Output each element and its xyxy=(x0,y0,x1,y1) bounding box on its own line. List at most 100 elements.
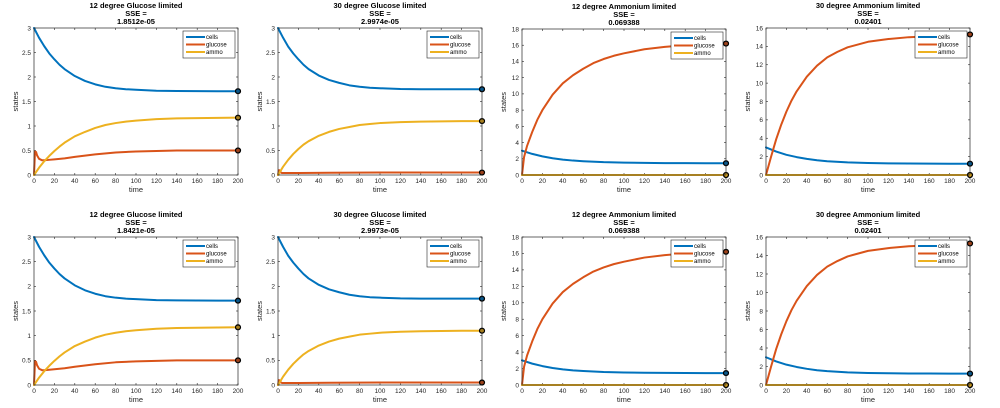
x-tick-label: 60 xyxy=(580,178,588,185)
legend-label-cells: cells xyxy=(450,35,462,41)
y-tick-label: 0 xyxy=(27,172,31,179)
x-tick-label: 160 xyxy=(436,388,447,395)
y-tick-label: 10 xyxy=(512,300,520,307)
y-tick-label: 3 xyxy=(27,25,31,32)
y-tick-label: 1 xyxy=(27,333,31,340)
y-tick-label: 12 xyxy=(756,62,764,69)
x-tick-label: 160 xyxy=(924,178,935,185)
x-tick-label: 120 xyxy=(639,388,650,395)
series-line-glucose xyxy=(765,242,971,386)
x-tick-label: 140 xyxy=(415,388,426,395)
x-tick-label: 120 xyxy=(151,388,162,395)
y-tick-label: 4 xyxy=(515,140,519,147)
y-tick-label: 0 xyxy=(759,172,763,179)
chart-title-line: SSE = xyxy=(369,9,391,18)
x-tick-label: 20 xyxy=(295,388,303,395)
x-tick-label: 0 xyxy=(764,178,768,185)
x-tick-label: 100 xyxy=(619,178,630,185)
x-tick-label: 200 xyxy=(965,178,976,185)
x-tick-label: 40 xyxy=(559,178,567,185)
x-tick-label: 0 xyxy=(520,178,524,185)
y-tick-label: 2 xyxy=(271,74,275,81)
chart-title-line: 30 degree Ammonium limited xyxy=(816,210,921,219)
y-tick-label: 6 xyxy=(759,327,763,334)
series-line-cells xyxy=(33,236,239,302)
y-tick-label: 1.5 xyxy=(22,99,31,106)
y-tick-label: 1 xyxy=(27,123,31,130)
series-line-cells xyxy=(277,236,483,300)
x-tick-label: 180 xyxy=(456,388,467,395)
y-tick-label: 3 xyxy=(271,234,275,241)
x-tick-label: 100 xyxy=(863,178,874,185)
x-tick-label: 180 xyxy=(944,178,955,185)
y-tick-label: 1 xyxy=(271,333,275,340)
x-tick-label: 140 xyxy=(659,178,670,185)
series-line-cells xyxy=(521,359,727,375)
x-tick-label: 120 xyxy=(395,178,406,185)
legend-label-cells: cells xyxy=(938,35,950,41)
y-tick-label: 16 xyxy=(512,251,520,258)
x-tick-label: 40 xyxy=(803,178,811,185)
x-tick-label: 80 xyxy=(600,388,608,395)
y-tick-label: 2 xyxy=(515,156,519,163)
y-tick-label: 12 xyxy=(512,75,520,82)
x-axis-label: time xyxy=(373,395,387,404)
axes-box xyxy=(33,236,239,386)
series-line-glucose xyxy=(765,33,971,176)
x-tick-label: 20 xyxy=(783,388,791,395)
axes-box xyxy=(277,236,483,386)
series-line-glucose xyxy=(33,359,239,386)
x-tick-label: 100 xyxy=(131,388,142,395)
x-tick-label: 180 xyxy=(212,388,223,395)
y-tick-label: 0 xyxy=(515,172,519,179)
x-tick-label: 60 xyxy=(336,388,344,395)
legend-label-glucose: glucose xyxy=(206,43,227,49)
chart-title-line: 12 degree Ammonium limited xyxy=(572,2,677,11)
x-tick-label: 20 xyxy=(539,178,547,185)
x-tick-label: 80 xyxy=(844,178,852,185)
x-tick-label: 180 xyxy=(700,388,711,395)
series-line-cells xyxy=(277,27,483,91)
x-tick-label: 60 xyxy=(824,178,832,185)
legend-label-glucose: glucose xyxy=(450,43,471,49)
x-tick-label: 20 xyxy=(51,388,59,395)
x-tick-label: 140 xyxy=(171,388,182,395)
x-tick-label: 80 xyxy=(356,178,364,185)
x-tick-label: 0 xyxy=(32,388,36,395)
x-tick-label: 120 xyxy=(395,388,406,395)
x-tick-label: 140 xyxy=(903,388,914,395)
x-tick-label: 180 xyxy=(456,178,467,185)
chart-title-line: SSE = xyxy=(857,9,879,18)
x-tick-label: 80 xyxy=(112,178,120,185)
legend-label-ammo: ammo xyxy=(694,51,711,57)
y-tick-label: 16 xyxy=(512,43,520,50)
x-tick-label: 40 xyxy=(559,388,567,395)
x-axis-label: time xyxy=(129,395,143,404)
x-tick-label: 0 xyxy=(276,388,280,395)
x-tick-label: 200 xyxy=(721,178,732,185)
y-tick-label: 0 xyxy=(27,382,31,389)
x-tick-label: 100 xyxy=(863,388,874,395)
y-axis-label: states xyxy=(743,91,752,111)
y-axis-label: states xyxy=(11,301,20,321)
chart-title-line: SSE = xyxy=(613,218,635,227)
y-tick-label: 2 xyxy=(27,74,31,81)
y-axis-label: states xyxy=(255,91,264,111)
x-axis-label: time xyxy=(861,185,875,194)
y-axis-label: states xyxy=(255,301,264,321)
axes-box xyxy=(521,28,727,176)
x-tick-label: 20 xyxy=(295,178,303,185)
y-tick-label: 14 xyxy=(512,267,520,274)
x-tick-label: 0 xyxy=(764,388,768,395)
legend-label-glucose: glucose xyxy=(938,252,959,258)
series-line-glucose xyxy=(521,42,727,176)
y-tick-label: 4 xyxy=(759,136,763,143)
y-tick-label: 6 xyxy=(515,124,519,131)
x-tick-label: 120 xyxy=(883,178,894,185)
chart-title-line: SSE = xyxy=(613,10,635,19)
series-line-ammo xyxy=(33,116,239,176)
